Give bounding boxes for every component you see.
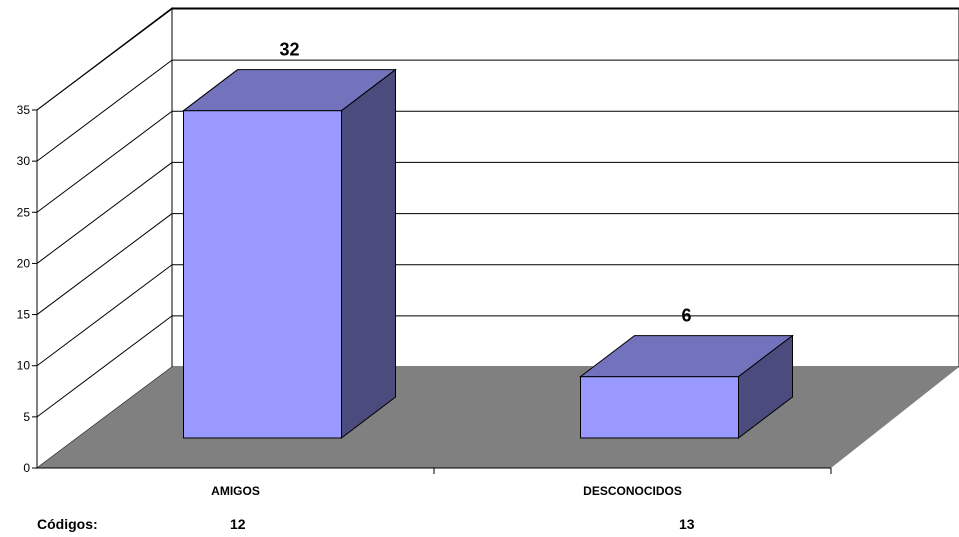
- grid-line-diag: [36, 8, 173, 111]
- y-tick-label: 35: [17, 103, 31, 117]
- code-value-amigos: 12: [230, 516, 246, 532]
- y-tick-label: 0: [23, 461, 30, 475]
- y-tick-label: 10: [17, 359, 31, 373]
- bar-data-label: 32: [279, 40, 299, 60]
- y-tick-label: 25: [17, 205, 31, 219]
- y-ticks: 0 5 10 15 20 25 30 35: [17, 103, 37, 475]
- bar-side: [738, 334, 793, 440]
- grid-line-diag: [36, 213, 173, 315]
- y-tick-label: 5: [23, 410, 30, 424]
- bar-side: [341, 68, 396, 440]
- grid-line-diag: [36, 162, 173, 264]
- y-tick-label: 15: [17, 308, 31, 322]
- grid-line-diag: [36, 110, 173, 213]
- x-category-label: DESCONOCIDOS: [583, 484, 682, 498]
- grid-line-diag: [36, 264, 173, 367]
- bar-front: [580, 376, 739, 439]
- labels: 32 AMIGOS 6 DESCONOCIDOS: [211, 40, 691, 498]
- chart-floor: [37, 367, 959, 468]
- y-tick-label: 20: [17, 256, 31, 270]
- bars: [182, 68, 794, 440]
- grid-line-diag: [36, 59, 173, 162]
- grid-line-diag: [36, 315, 173, 418]
- bar-front: [183, 110, 342, 439]
- code-value-desconocidos: 13: [679, 516, 695, 532]
- x-ticks: [433, 468, 832, 474]
- y-tick-label: 30: [17, 154, 31, 168]
- bar-data-label: 6: [681, 306, 691, 326]
- codes-label: Códigos:: [37, 516, 98, 532]
- x-category-label: AMIGOS: [211, 484, 260, 498]
